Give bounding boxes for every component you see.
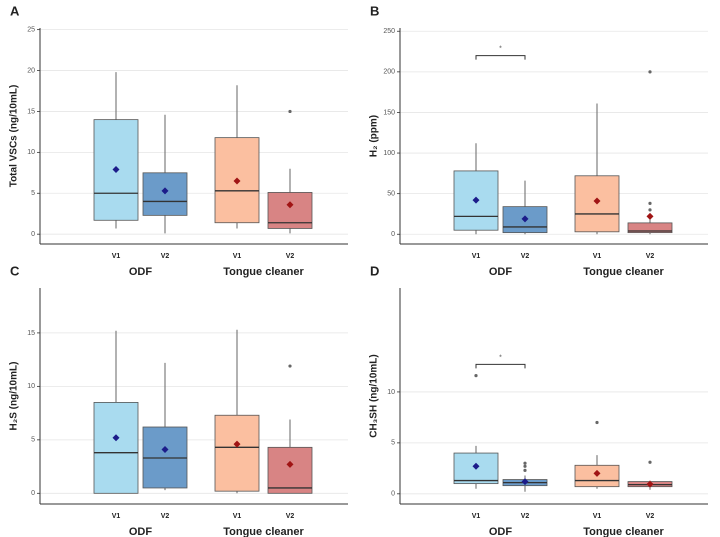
box — [453, 452, 499, 485]
y-tick-label: 5 — [391, 440, 395, 447]
x-tick-label: V1 — [593, 513, 602, 520]
mean-marker — [472, 196, 480, 204]
x-tick-label: V1 — [112, 513, 121, 520]
outlier — [523, 461, 527, 465]
group-label: ODF — [129, 266, 153, 278]
box — [627, 222, 673, 234]
outlier — [474, 374, 478, 378]
box — [574, 175, 620, 233]
y-axis-label: CH₃SH (ng/10mL) — [369, 354, 380, 438]
group-label: ODF — [489, 266, 513, 278]
mean-marker — [112, 434, 120, 442]
panel-label: C — [10, 263, 20, 278]
x-tick-label: V2 — [646, 513, 655, 520]
mean-marker — [472, 462, 480, 470]
group-label: Tongue cleaner — [223, 526, 304, 537]
x-tick-label: V2 — [286, 513, 295, 520]
y-tick-label: 150 — [383, 109, 395, 116]
y-tick-label: 0 — [391, 491, 395, 498]
x-tick-label: V1 — [593, 253, 602, 260]
significance-label: * — [499, 354, 502, 361]
x-tick-label: V2 — [646, 253, 655, 260]
significance-bracket — [475, 363, 526, 369]
panel-label: B — [370, 3, 379, 18]
x-tick-label: V1 — [112, 253, 121, 260]
box — [267, 446, 313, 494]
box — [453, 170, 499, 231]
outlier — [648, 201, 652, 205]
mean-marker — [593, 469, 601, 477]
outlier — [648, 70, 652, 74]
y-tick-label: 250 — [383, 28, 395, 35]
significance-label: * — [499, 45, 502, 52]
y-tick-label: 15 — [27, 108, 35, 115]
mean-marker — [286, 201, 294, 209]
box — [214, 414, 260, 492]
y-tick-label: 50 — [387, 190, 395, 197]
mean-marker — [593, 197, 601, 205]
mean-marker — [112, 166, 120, 174]
x-tick-label: V2 — [161, 513, 170, 520]
mean-marker — [521, 215, 529, 223]
mean-marker — [521, 478, 529, 486]
group-label: Tongue cleaner — [583, 526, 664, 537]
panel-label: D — [370, 263, 379, 278]
outlier — [288, 109, 292, 114]
x-tick-label: V1 — [233, 513, 242, 520]
x-tick-label: V2 — [161, 253, 170, 260]
group-label: ODF — [129, 526, 153, 537]
x-tick-label: V2 — [521, 513, 530, 520]
y-axis-label: Total VSCs (ng/10mL) — [9, 85, 20, 188]
group-label: ODF — [489, 526, 513, 537]
y-tick-label: 0 — [31, 490, 35, 497]
y-tick-label: 10 — [27, 383, 35, 390]
mean-marker — [161, 445, 169, 453]
group-label: Tongue cleaner — [223, 266, 304, 278]
panel-label: A — [10, 3, 20, 18]
x-tick-label: V1 — [472, 513, 481, 520]
mean-marker — [161, 187, 169, 195]
mean-marker — [233, 440, 241, 448]
y-tick-label: 20 — [27, 67, 35, 74]
y-tick-label: 0 — [31, 231, 35, 238]
outlier — [648, 208, 652, 212]
group-label: Tongue cleaner — [583, 266, 664, 278]
y-tick-label: 5 — [31, 190, 35, 197]
mean-marker — [233, 177, 241, 185]
mean-marker — [646, 480, 654, 488]
significance-bracket — [475, 55, 526, 60]
x-tick-label: V2 — [521, 253, 530, 260]
mean-marker — [286, 460, 294, 468]
x-tick-label: V2 — [286, 253, 295, 260]
outlier — [288, 364, 292, 368]
y-tick-label: 15 — [27, 330, 35, 337]
y-axis-label: H₂S (ng/10mL) — [9, 362, 20, 431]
y-tick-label: 10 — [387, 389, 395, 396]
x-tick-label: V1 — [233, 253, 242, 260]
box — [93, 402, 139, 494]
y-tick-label: 100 — [383, 150, 395, 157]
outlier — [523, 464, 527, 468]
y-tick-label: 200 — [383, 69, 395, 76]
outlier — [648, 460, 652, 464]
y-tick-label: 5 — [31, 437, 35, 444]
x-tick-label: V1 — [472, 253, 481, 260]
y-tick-label: 25 — [27, 26, 35, 33]
mean-marker — [646, 212, 654, 220]
outlier — [523, 468, 527, 472]
y-axis-label: H₂ (ppm) — [369, 115, 380, 157]
outlier — [595, 420, 599, 425]
y-tick-label: 10 — [27, 149, 35, 156]
y-tick-label: 0 — [391, 231, 395, 238]
